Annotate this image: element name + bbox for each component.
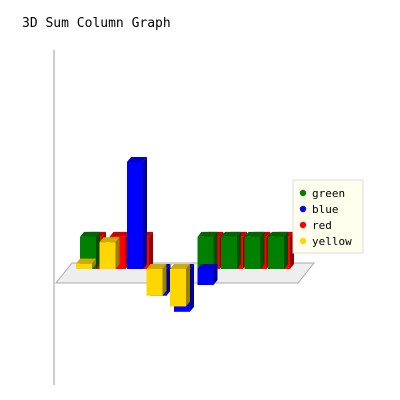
legend-swatch-yellow <box>299 237 307 245</box>
bar-side <box>143 157 147 269</box>
bar-front <box>221 236 237 269</box>
legend-swatch-green <box>299 189 307 197</box>
bar-side <box>96 231 100 269</box>
bar-top <box>170 264 190 269</box>
bar-front <box>99 242 116 269</box>
bar-side <box>149 231 153 269</box>
axes <box>53 50 316 385</box>
bar-side <box>115 237 120 269</box>
bar-green-6 <box>197 231 218 269</box>
bar-front <box>127 162 143 269</box>
bar-top <box>80 231 100 237</box>
bar-top <box>268 231 288 237</box>
chart-title: 3D Sum Column Graph <box>22 16 171 31</box>
bar-blue-6 <box>197 264 218 286</box>
bar-side <box>186 264 190 307</box>
bar-yellow-4 <box>146 264 167 296</box>
bar-side <box>190 264 194 312</box>
bar-front <box>197 236 214 269</box>
bar-top <box>244 231 265 237</box>
bar-blue-3 <box>127 157 147 269</box>
bar-top <box>99 237 120 243</box>
bar-yellow-5 <box>170 264 190 307</box>
bar-side <box>166 264 171 296</box>
legend-label-blue: blue <box>312 203 339 216</box>
legend: green blue red yellow <box>292 179 364 254</box>
bar-front <box>76 263 92 269</box>
bar-front <box>170 269 186 307</box>
bar-side <box>213 231 218 269</box>
bar-front <box>197 269 214 286</box>
bar-top <box>127 157 147 162</box>
bars <box>76 157 294 312</box>
bar-yellow-1 <box>76 258 96 269</box>
legend-label-green: green <box>312 187 345 200</box>
legend-label-red: red <box>312 219 332 232</box>
bar-front <box>268 236 284 269</box>
bar-yellow-2 <box>99 237 120 269</box>
bar-front <box>244 236 261 269</box>
bar-top <box>197 231 218 237</box>
bar-top <box>76 258 96 264</box>
bar-side <box>237 231 241 269</box>
bar-top <box>109 231 130 237</box>
bar-green-7 <box>221 231 241 269</box>
legend-swatch-blue <box>299 205 307 213</box>
legend-swatch-red <box>299 221 307 229</box>
bar-side <box>284 231 288 269</box>
bar-side <box>213 264 218 286</box>
bar-green-9 <box>268 231 288 269</box>
bar-side <box>260 231 265 269</box>
legend-label-yellow: yellow <box>312 235 352 248</box>
bar-green-8 <box>244 231 265 269</box>
bar-top <box>197 264 218 269</box>
bar-side <box>162 264 167 296</box>
bar-top <box>146 264 167 269</box>
bar-side <box>92 258 96 269</box>
bar-top <box>221 231 241 237</box>
bar-front <box>146 269 163 296</box>
